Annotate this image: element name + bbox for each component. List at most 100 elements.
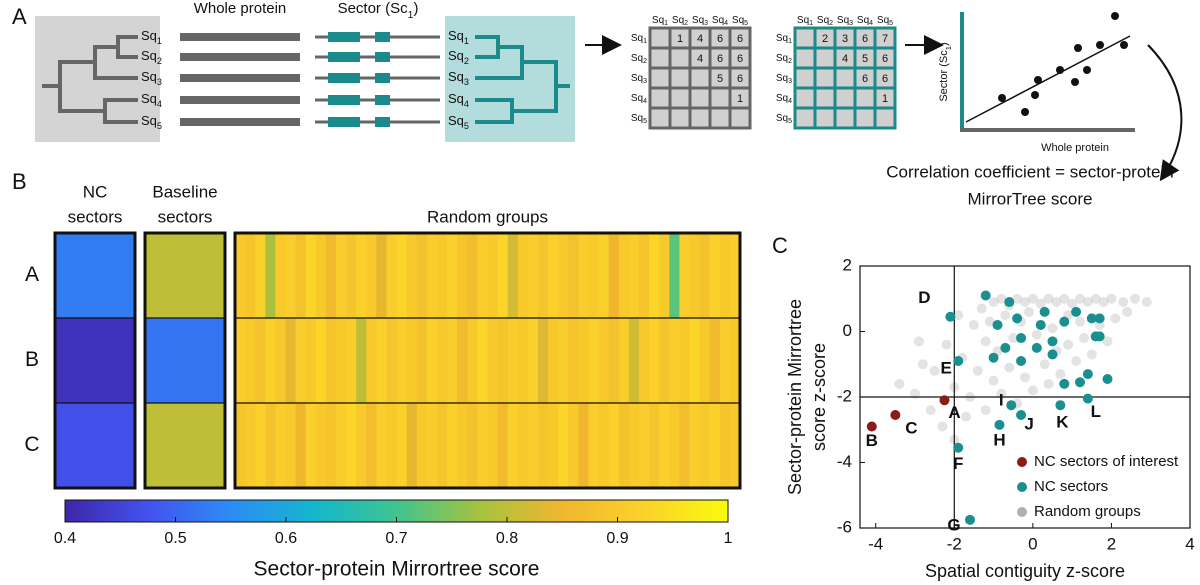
data-point (1082, 297, 1093, 308)
matrix-col-label-part: 1 (664, 20, 668, 27)
colorbar-tick-label: 0.5 (164, 530, 186, 547)
heatmap-cell (235, 318, 246, 403)
colorbar-tick-label: 1 (724, 530, 733, 547)
point-label: L (1091, 402, 1101, 421)
heatmap-cell (265, 403, 276, 488)
row-label: C (24, 433, 39, 456)
heatmap-cell (315, 403, 327, 488)
data-point (913, 336, 924, 347)
heatmap-cell (517, 318, 529, 403)
heatmap-cell (386, 403, 397, 488)
sequence-label-part: 3 (464, 77, 469, 87)
heatmap-cell (628, 318, 640, 403)
heatmap-cell (659, 233, 670, 318)
matrix-col-label-part: Sq (732, 15, 744, 26)
colorbar-label: Sector-protein Mirrortree score (254, 558, 540, 581)
data-point (1094, 331, 1105, 342)
heatmap-cell (376, 233, 387, 318)
heatmap-cell (649, 233, 660, 318)
heatmap-cell (497, 233, 509, 318)
matrix-col-label: Sq4 (857, 15, 873, 28)
colorbar-tick-label: 0.9 (606, 530, 628, 547)
data-point (1012, 313, 1023, 324)
matrix-row-label-part: 5 (788, 118, 792, 125)
matrix-value: 1 (737, 93, 743, 105)
matrix-row-label: Sq4 (776, 93, 792, 106)
matrix-value: 6 (737, 73, 743, 85)
heatmap-cell (426, 233, 438, 318)
group-outline (143, 231, 227, 490)
heatmap-cell (588, 403, 599, 488)
data-point (961, 411, 972, 422)
group-header: NC (83, 182, 108, 201)
data-point (1063, 339, 1074, 350)
data-point (1027, 385, 1038, 396)
heatmap-cell (275, 318, 286, 403)
matrix-row-label: Sq5 (631, 113, 647, 126)
x-tick-label: -2 (947, 534, 962, 553)
heatmap-cell (346, 403, 357, 488)
heatmap-cell (145, 233, 226, 318)
heatmap-cell (689, 318, 700, 403)
matrix-row-label-part: Sq (776, 113, 788, 124)
data-point (1047, 336, 1058, 347)
heatmap-cell (295, 233, 307, 318)
heatmap-cell (578, 233, 589, 318)
sequence-label: Sq1 (141, 28, 162, 46)
heatmap-cell (487, 403, 498, 488)
x-tick-label: 0 (1028, 534, 1037, 553)
plot-axis-label: Sector (Sc1) (938, 42, 953, 101)
data-point (925, 405, 936, 416)
sequence-label: Sq5 (141, 113, 162, 131)
heatmap-cell (396, 233, 408, 318)
heatmap-cell (729, 233, 741, 318)
data-point (894, 378, 905, 389)
group-header: sectors (68, 207, 123, 226)
heatmap-cell (538, 318, 549, 403)
row-label: A (25, 263, 39, 286)
matrix-cell (813, 66, 837, 90)
heatmap-cell (527, 403, 539, 488)
x-tick-label: 2 (1107, 534, 1116, 553)
sequence-label-part: Sq (448, 91, 464, 106)
matrix-col-label: Sq4 (712, 15, 728, 28)
data-point (1141, 297, 1152, 308)
sequence-label-part: 4 (464, 99, 469, 109)
data-point (1031, 329, 1042, 340)
data-point (1016, 355, 1027, 366)
matrix-value: 6 (717, 33, 723, 45)
matrix-value: 6 (882, 73, 888, 85)
heatmap-cell (669, 233, 680, 318)
heatmap-cell (356, 318, 367, 403)
heatmap-cell (719, 318, 731, 403)
heatmap-cell (447, 403, 458, 488)
data-point (1039, 306, 1050, 317)
group-header: Baseline (152, 182, 217, 201)
matrix-col-label-part: Sq (652, 15, 664, 26)
colorbar-tick-label: 0.8 (496, 530, 518, 547)
heatmap-cell (628, 233, 640, 318)
group-header: sectors (158, 207, 213, 226)
data-point (996, 388, 1007, 399)
matrix-cell (813, 46, 837, 70)
heatmap-cell (245, 403, 256, 488)
heatmap-cell (588, 318, 599, 403)
y-tick-label: -2 (837, 386, 852, 405)
point-label: H (993, 430, 1005, 449)
curved-arrow (1147, 44, 1183, 182)
heatmap-cell (386, 318, 397, 403)
heatmap-cell (325, 403, 337, 488)
data-point (965, 514, 975, 525)
heatmap-cell (568, 403, 579, 488)
matrix-cell (813, 106, 837, 130)
legend-label: NC sectors of interest (1034, 453, 1179, 470)
whole-protein-bars (180, 33, 300, 126)
heatmap-cell (517, 403, 529, 488)
data-point (1110, 313, 1121, 324)
matrix-row-label-part: Sq (776, 53, 788, 64)
matrix-col-label-part: 4 (724, 20, 728, 27)
data-point (1130, 293, 1140, 304)
matrix-value: 7 (882, 33, 888, 45)
data-point (1086, 349, 1097, 360)
